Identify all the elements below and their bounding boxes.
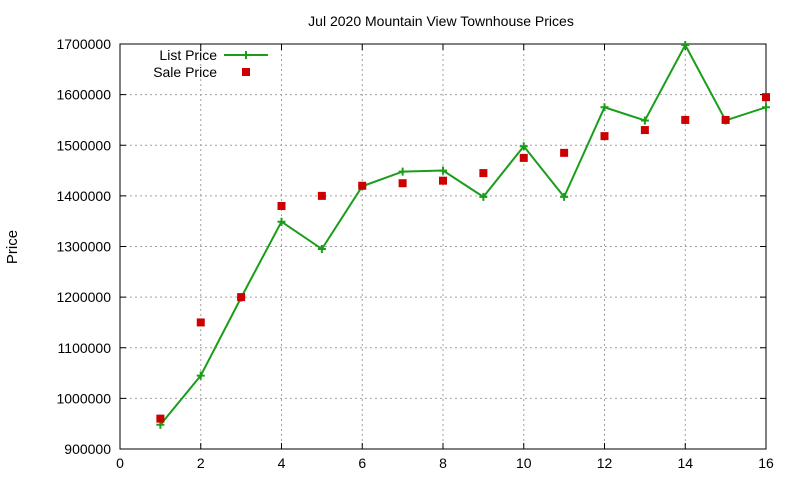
y-axis-label: Price	[4, 230, 21, 264]
list-price-point	[519, 142, 528, 151]
list-price-point	[640, 116, 649, 125]
sale-price-point	[479, 169, 488, 178]
sale-price-point	[237, 293, 246, 302]
list-price-point	[762, 103, 770, 112]
list-price-point	[317, 245, 326, 254]
x-tick-label: 16	[758, 455, 774, 471]
sale-price-point	[196, 318, 205, 327]
x-tick-label: 8	[439, 455, 447, 471]
sale-price-point	[560, 148, 569, 157]
list-price-point	[196, 371, 205, 380]
x-tick-label: 14	[677, 455, 693, 471]
axis-ticks: 0 2 4 6 8 10 12 14 16 900000 1000000 1100000 1200000…	[56, 36, 774, 471]
plot-frame	[119, 43, 767, 450]
x-tick-label: 4	[278, 455, 286, 471]
legend-swatch-marker	[242, 51, 250, 59]
legend-label: List Price	[159, 47, 217, 63]
list-price-point	[439, 166, 447, 175]
legend-label: Sale Price	[153, 64, 217, 80]
list-price-line	[159, 42, 767, 426]
y-tick-label: 1000000	[56, 390, 111, 406]
legend-swatch-marker	[242, 68, 250, 76]
sale-price-point	[721, 115, 730, 124]
x-tick-label: 0	[116, 455, 124, 471]
list-price-point	[600, 103, 609, 112]
y-tick-label: 1100000	[58, 340, 112, 356]
y-tick-label: 1400000	[56, 188, 111, 204]
list-price-point	[681, 41, 690, 50]
grid-lines	[120, 44, 766, 449]
chart-title: Jul 2020 Mountain View Townhouse Prices	[308, 13, 574, 29]
y-tick-label: 1600000	[56, 87, 111, 103]
y-tick-label: 1200000	[56, 289, 111, 305]
sale-price-point	[317, 191, 326, 200]
sale-price-point	[398, 179, 407, 188]
sale-price-point	[640, 126, 649, 135]
sale-price-point	[519, 153, 528, 162]
x-tick-label: 10	[516, 455, 532, 471]
list-price-point	[560, 192, 569, 201]
series-list-price	[156, 41, 770, 429]
y-tick-label: 900000	[64, 441, 111, 457]
sale-price-point	[762, 93, 770, 102]
sale-price-point	[277, 202, 286, 210]
sale-price-point	[358, 181, 367, 190]
y-tick-label: 1700000	[56, 36, 111, 52]
x-tick-label: 12	[597, 455, 613, 471]
y-tick-label: 1300000	[56, 239, 111, 255]
sale-price-point	[600, 132, 609, 141]
list-price-point	[277, 217, 286, 226]
sale-price-point	[156, 414, 165, 423]
list-price-point	[398, 167, 407, 176]
sale-price-point	[681, 115, 690, 124]
series-layer	[156, 41, 770, 429]
series-sale-price	[156, 93, 770, 423]
sale-price-point	[439, 176, 447, 185]
y-tick-label: 1500000	[56, 137, 111, 153]
x-tick-label: 6	[358, 455, 366, 471]
list-price-point	[479, 192, 488, 201]
x-tick-label: 2	[197, 455, 205, 471]
